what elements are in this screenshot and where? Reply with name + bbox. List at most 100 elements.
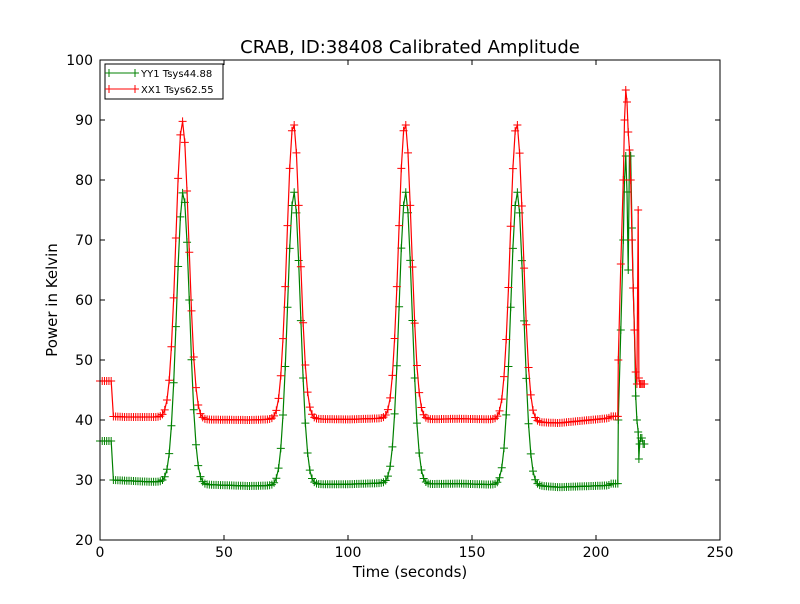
data-point xyxy=(621,86,630,94)
data-point xyxy=(626,152,635,160)
data-point xyxy=(301,419,310,428)
data-point xyxy=(627,236,636,244)
data-point xyxy=(630,326,639,334)
data-point xyxy=(613,412,622,421)
data-point xyxy=(283,221,292,230)
data-point xyxy=(412,361,421,370)
data-point xyxy=(515,149,524,158)
data-point xyxy=(395,221,404,230)
legend-label-xx1: XX1 Tsys62.55 xyxy=(141,85,214,96)
data-point xyxy=(287,126,296,135)
data-point xyxy=(637,434,646,442)
data-point xyxy=(620,116,629,124)
data-point xyxy=(616,260,625,268)
data-point xyxy=(392,361,401,370)
legend-marker-xx1 xyxy=(105,85,139,93)
y-axis-label: Power in Kelvin xyxy=(43,243,61,357)
data-point xyxy=(279,411,288,420)
data-point xyxy=(629,284,638,292)
data-point xyxy=(524,419,533,428)
data-point xyxy=(303,449,312,458)
data-point xyxy=(169,378,178,387)
data-point xyxy=(194,461,203,470)
data-point xyxy=(165,449,174,458)
data-point xyxy=(185,248,194,257)
data-point xyxy=(189,353,198,362)
legend-marker-yy1 xyxy=(105,69,139,77)
y-tick-label: 40 xyxy=(75,413,93,429)
data-point xyxy=(520,264,529,273)
data-point xyxy=(294,256,303,265)
data-point xyxy=(634,374,643,382)
y-tick-label: 20 xyxy=(75,533,93,549)
data-point xyxy=(613,479,622,488)
data-point xyxy=(299,374,308,383)
data-point xyxy=(632,416,641,424)
data-point xyxy=(517,256,526,265)
data-point xyxy=(178,117,187,126)
data-point xyxy=(191,383,200,392)
data-point xyxy=(634,428,643,436)
data-point xyxy=(162,465,171,474)
data-point xyxy=(634,206,643,214)
data-point xyxy=(526,449,535,458)
data-point xyxy=(191,440,200,449)
data-point xyxy=(165,376,174,385)
data-point xyxy=(640,380,649,388)
data-point xyxy=(178,188,187,197)
data-point xyxy=(176,130,185,139)
data-point xyxy=(305,403,314,412)
data-point xyxy=(279,334,288,343)
data-point xyxy=(511,126,520,135)
data-point xyxy=(397,164,406,173)
data-point xyxy=(415,388,424,397)
data-point xyxy=(281,362,290,371)
chart-title: CRAB, ID:38408 Calibrated Amplitude xyxy=(240,37,580,58)
y-tick-label: 60 xyxy=(75,293,93,309)
series-xx1 xyxy=(96,86,649,427)
data-point xyxy=(392,282,401,291)
data-point xyxy=(272,406,281,415)
x-tick-label: 0 xyxy=(96,545,105,561)
data-point xyxy=(408,263,417,271)
data-point xyxy=(504,362,513,371)
data-point xyxy=(634,455,643,463)
data-point xyxy=(619,236,628,244)
legend-label-yy1: YY1 Tsys44.88 xyxy=(140,69,212,80)
data-point xyxy=(171,322,180,331)
data-point xyxy=(185,296,194,305)
data-point xyxy=(296,262,305,271)
data-point xyxy=(399,126,408,135)
data-point xyxy=(390,334,399,343)
data-point xyxy=(270,478,279,487)
data-point xyxy=(194,401,203,410)
data-point xyxy=(276,444,285,453)
data-point xyxy=(290,120,299,129)
data-point xyxy=(406,201,415,210)
data-point xyxy=(399,201,408,210)
data-point xyxy=(270,411,279,420)
data-point xyxy=(624,128,633,136)
data-point xyxy=(526,390,535,399)
x-axis-label: Time (seconds) xyxy=(352,563,468,581)
data-point xyxy=(274,464,283,473)
data-point xyxy=(305,466,314,475)
data-point xyxy=(107,437,116,445)
data-point xyxy=(517,202,526,211)
data-point xyxy=(401,188,410,197)
data-point xyxy=(504,283,513,292)
data-point xyxy=(196,472,205,481)
series-yy1 xyxy=(96,146,649,492)
data-point xyxy=(183,238,192,247)
legend-entry-xx1: XX1 Tsys62.55 xyxy=(105,85,214,96)
data-point xyxy=(640,440,649,448)
data-point xyxy=(415,448,424,457)
data-point xyxy=(303,388,312,397)
data-point xyxy=(281,282,290,291)
data-point xyxy=(388,371,397,380)
y-tick-label: 50 xyxy=(75,353,93,369)
data-point xyxy=(383,472,392,481)
data-point xyxy=(508,164,517,173)
y-tick-label: 30 xyxy=(75,473,93,489)
